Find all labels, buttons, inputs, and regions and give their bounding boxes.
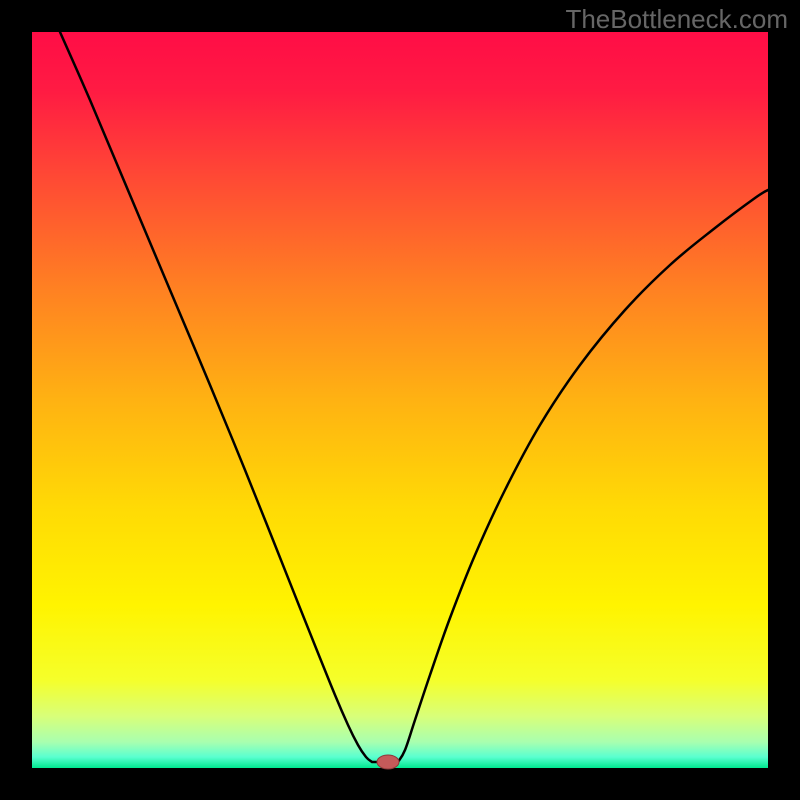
chart-svg <box>0 0 800 800</box>
bottleneck-chart <box>0 0 800 800</box>
plot-background <box>32 32 768 768</box>
optimum-marker <box>377 755 399 769</box>
watermark-text: TheBottleneck.com <box>565 4 788 35</box>
